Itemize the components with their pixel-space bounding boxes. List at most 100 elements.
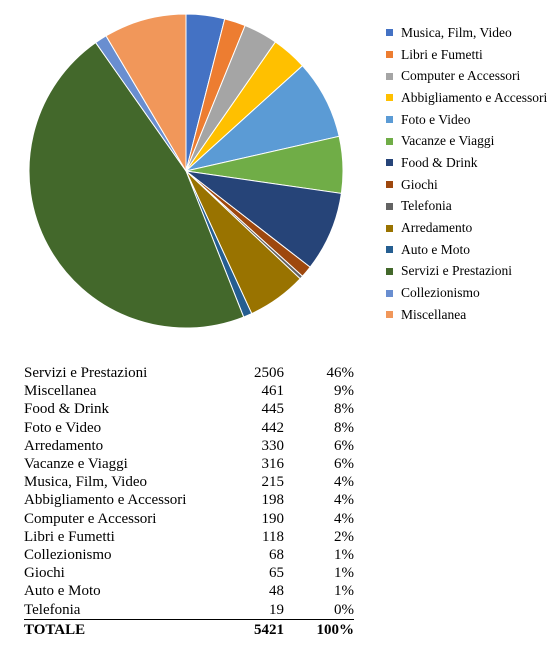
category-percent: 46% xyxy=(326,365,355,382)
legend-label: Musica, Film, Video xyxy=(401,24,512,40)
category-percent: 8% xyxy=(334,401,354,418)
legend-swatch xyxy=(386,29,393,37)
category-count: 48 xyxy=(269,583,284,600)
legend-swatch xyxy=(386,289,393,297)
legend-label: Giochi xyxy=(401,176,438,192)
category-name: Vacanze e Viaggi xyxy=(24,456,128,473)
category-name: Auto e Moto xyxy=(24,583,101,600)
category-percent: 6% xyxy=(334,437,354,454)
legend-label: Abbigliamento e Accessori xyxy=(401,89,548,105)
legend-item: Servizi e Prestazioni xyxy=(386,261,547,283)
legend-item: Auto e Moto xyxy=(386,239,547,261)
category-percent: 4% xyxy=(334,492,354,509)
legend-swatch xyxy=(386,224,393,232)
category-name: Telefonia xyxy=(24,601,81,618)
category-name: Abbigliamento e Accessori xyxy=(24,492,187,509)
legend-item: Musica, Film, Video xyxy=(386,22,547,44)
category-percent: 4% xyxy=(334,510,354,527)
legend-swatch xyxy=(386,246,393,254)
legend-swatch xyxy=(386,159,393,167)
table-row: Computer e Accessori 190 4% xyxy=(24,510,354,528)
table-row: Vacanze e Viaggi 316 6% xyxy=(24,455,354,473)
legend-item: Vacanze e Viaggi xyxy=(386,130,547,152)
table-row: Miscellanea 461 9% xyxy=(24,382,354,400)
category-count: 316 xyxy=(261,456,285,473)
legend-label: Telefonia xyxy=(401,198,452,214)
pie-slice-13 xyxy=(105,13,187,173)
legend-label: Computer e Accessori xyxy=(401,68,521,84)
table-row: Foto e Video 442 8% xyxy=(24,419,354,437)
category-name: Musica, Film, Video xyxy=(24,474,147,491)
legend-swatch xyxy=(386,72,393,80)
category-name: Miscellanea xyxy=(24,383,97,400)
category-name: Computer e Accessori xyxy=(24,510,157,527)
total-row: TOTALE 5421 100% xyxy=(24,618,354,640)
legend-item: Telefonia xyxy=(386,196,547,218)
category-count: 68 xyxy=(269,546,284,563)
table-row: Libri e Fumetti 118 2% xyxy=(24,528,354,546)
legend-item: Abbigliamento e Accessori xyxy=(386,87,547,109)
category-name: Libri e Fumetti xyxy=(24,528,115,545)
summary-table: Servizi e Prestazioni 2506 46% Miscellanea 4… xyxy=(24,364,354,640)
legend-label: Libri e Fumetti xyxy=(401,46,483,62)
legend-label: Arredamento xyxy=(401,220,473,236)
pie-slice-11 xyxy=(28,41,245,329)
table-row: Servizi e Prestazioni 2506 46% xyxy=(24,364,354,382)
legend-swatch xyxy=(386,94,393,102)
chart-legend: Musica, Film, Video Libri e Fumetti Comput… xyxy=(386,22,547,326)
category-count: 190 xyxy=(261,510,285,527)
table-row: Musica, Film, Video 215 4% xyxy=(24,473,354,491)
category-percent: 8% xyxy=(334,419,354,436)
legend-label: Auto e Moto xyxy=(401,241,470,257)
legend-item: Computer e Accessori xyxy=(386,65,547,87)
category-name: Giochi xyxy=(24,565,65,582)
legend-label: Miscellanea xyxy=(401,306,467,322)
legend-label: Foto e Video xyxy=(401,111,471,127)
legend-item: Miscellanea xyxy=(386,304,547,326)
category-count: 330 xyxy=(261,437,285,454)
legend-item: Libri e Fumetti xyxy=(386,44,547,66)
category-count: 2506 xyxy=(254,365,284,382)
table-row: Telefonia 19 0% xyxy=(24,600,354,619)
legend-swatch xyxy=(386,137,393,145)
legend-item: Arredamento xyxy=(386,217,547,239)
pie-chart xyxy=(28,13,344,329)
category-percent: 1% xyxy=(334,583,354,600)
category-name: Foto e Video xyxy=(24,419,102,436)
category-count: 118 xyxy=(262,528,284,545)
total-count: 5421 xyxy=(236,618,284,640)
category-percent: 1% xyxy=(334,565,354,582)
legend-label: Food & Drink xyxy=(401,154,478,170)
legend-swatch xyxy=(386,202,393,210)
legend-item: Foto e Video xyxy=(386,109,547,131)
category-count: 65 xyxy=(269,565,284,582)
category-percent: 6% xyxy=(334,456,354,473)
category-percent: 9% xyxy=(334,383,354,400)
legend-item: Giochi xyxy=(386,174,547,196)
category-count: 215 xyxy=(261,474,285,491)
legend-label: Vacanze e Viaggi xyxy=(401,133,495,149)
category-percent: 4% xyxy=(334,474,354,491)
category-percent: 2% xyxy=(334,528,354,545)
table-row: Abbigliamento e Accessori 198 4% xyxy=(24,491,354,509)
table-row: Giochi 65 1% xyxy=(24,564,354,582)
table-row: Food & Drink 445 8% xyxy=(24,400,354,418)
legend-label: Servizi e Prestazioni xyxy=(401,263,512,279)
legend-swatch xyxy=(386,311,393,319)
legend-item: Food & Drink xyxy=(386,152,547,174)
category-name: Servizi e Prestazioni xyxy=(24,365,148,382)
category-count: 442 xyxy=(261,419,285,436)
legend-swatch xyxy=(386,116,393,124)
legend-item: Collezionismo xyxy=(386,282,547,304)
table-row: Auto e Moto 48 1% xyxy=(24,582,354,600)
table-row: Collezionismo 68 1% xyxy=(24,546,354,564)
category-count: 445 xyxy=(261,401,285,418)
legend-swatch xyxy=(386,51,393,59)
table-row: Arredamento 330 6% xyxy=(24,437,354,455)
category-name: Arredamento xyxy=(24,437,104,454)
legend-label: Collezionismo xyxy=(401,285,480,301)
total-label: TOTALE xyxy=(24,618,236,640)
category-count: 198 xyxy=(261,492,285,509)
legend-swatch xyxy=(386,181,393,189)
category-count: 461 xyxy=(261,383,285,400)
